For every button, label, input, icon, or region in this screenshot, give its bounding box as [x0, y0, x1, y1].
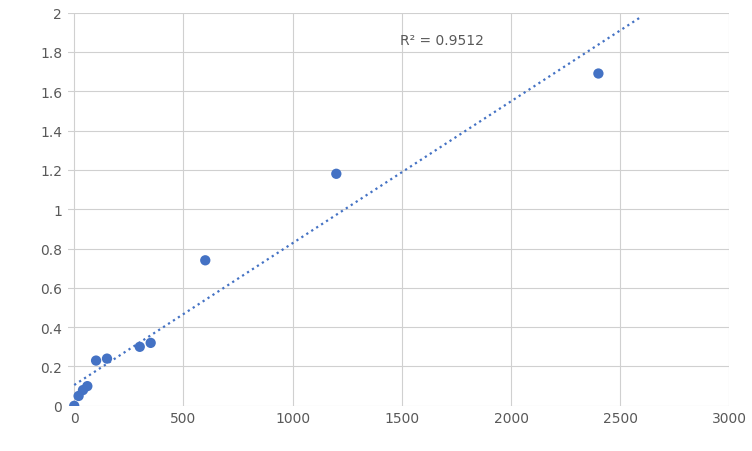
Point — [68, 402, 80, 410]
Point — [101, 355, 113, 363]
Point — [77, 387, 89, 394]
Point — [134, 344, 146, 351]
Text: R² = 0.9512: R² = 0.9512 — [399, 34, 484, 48]
Point — [73, 392, 85, 400]
Point — [593, 71, 605, 78]
Point — [199, 257, 211, 264]
Point — [90, 357, 102, 364]
Point — [144, 340, 156, 347]
Point — [81, 382, 93, 390]
Point — [330, 171, 342, 178]
